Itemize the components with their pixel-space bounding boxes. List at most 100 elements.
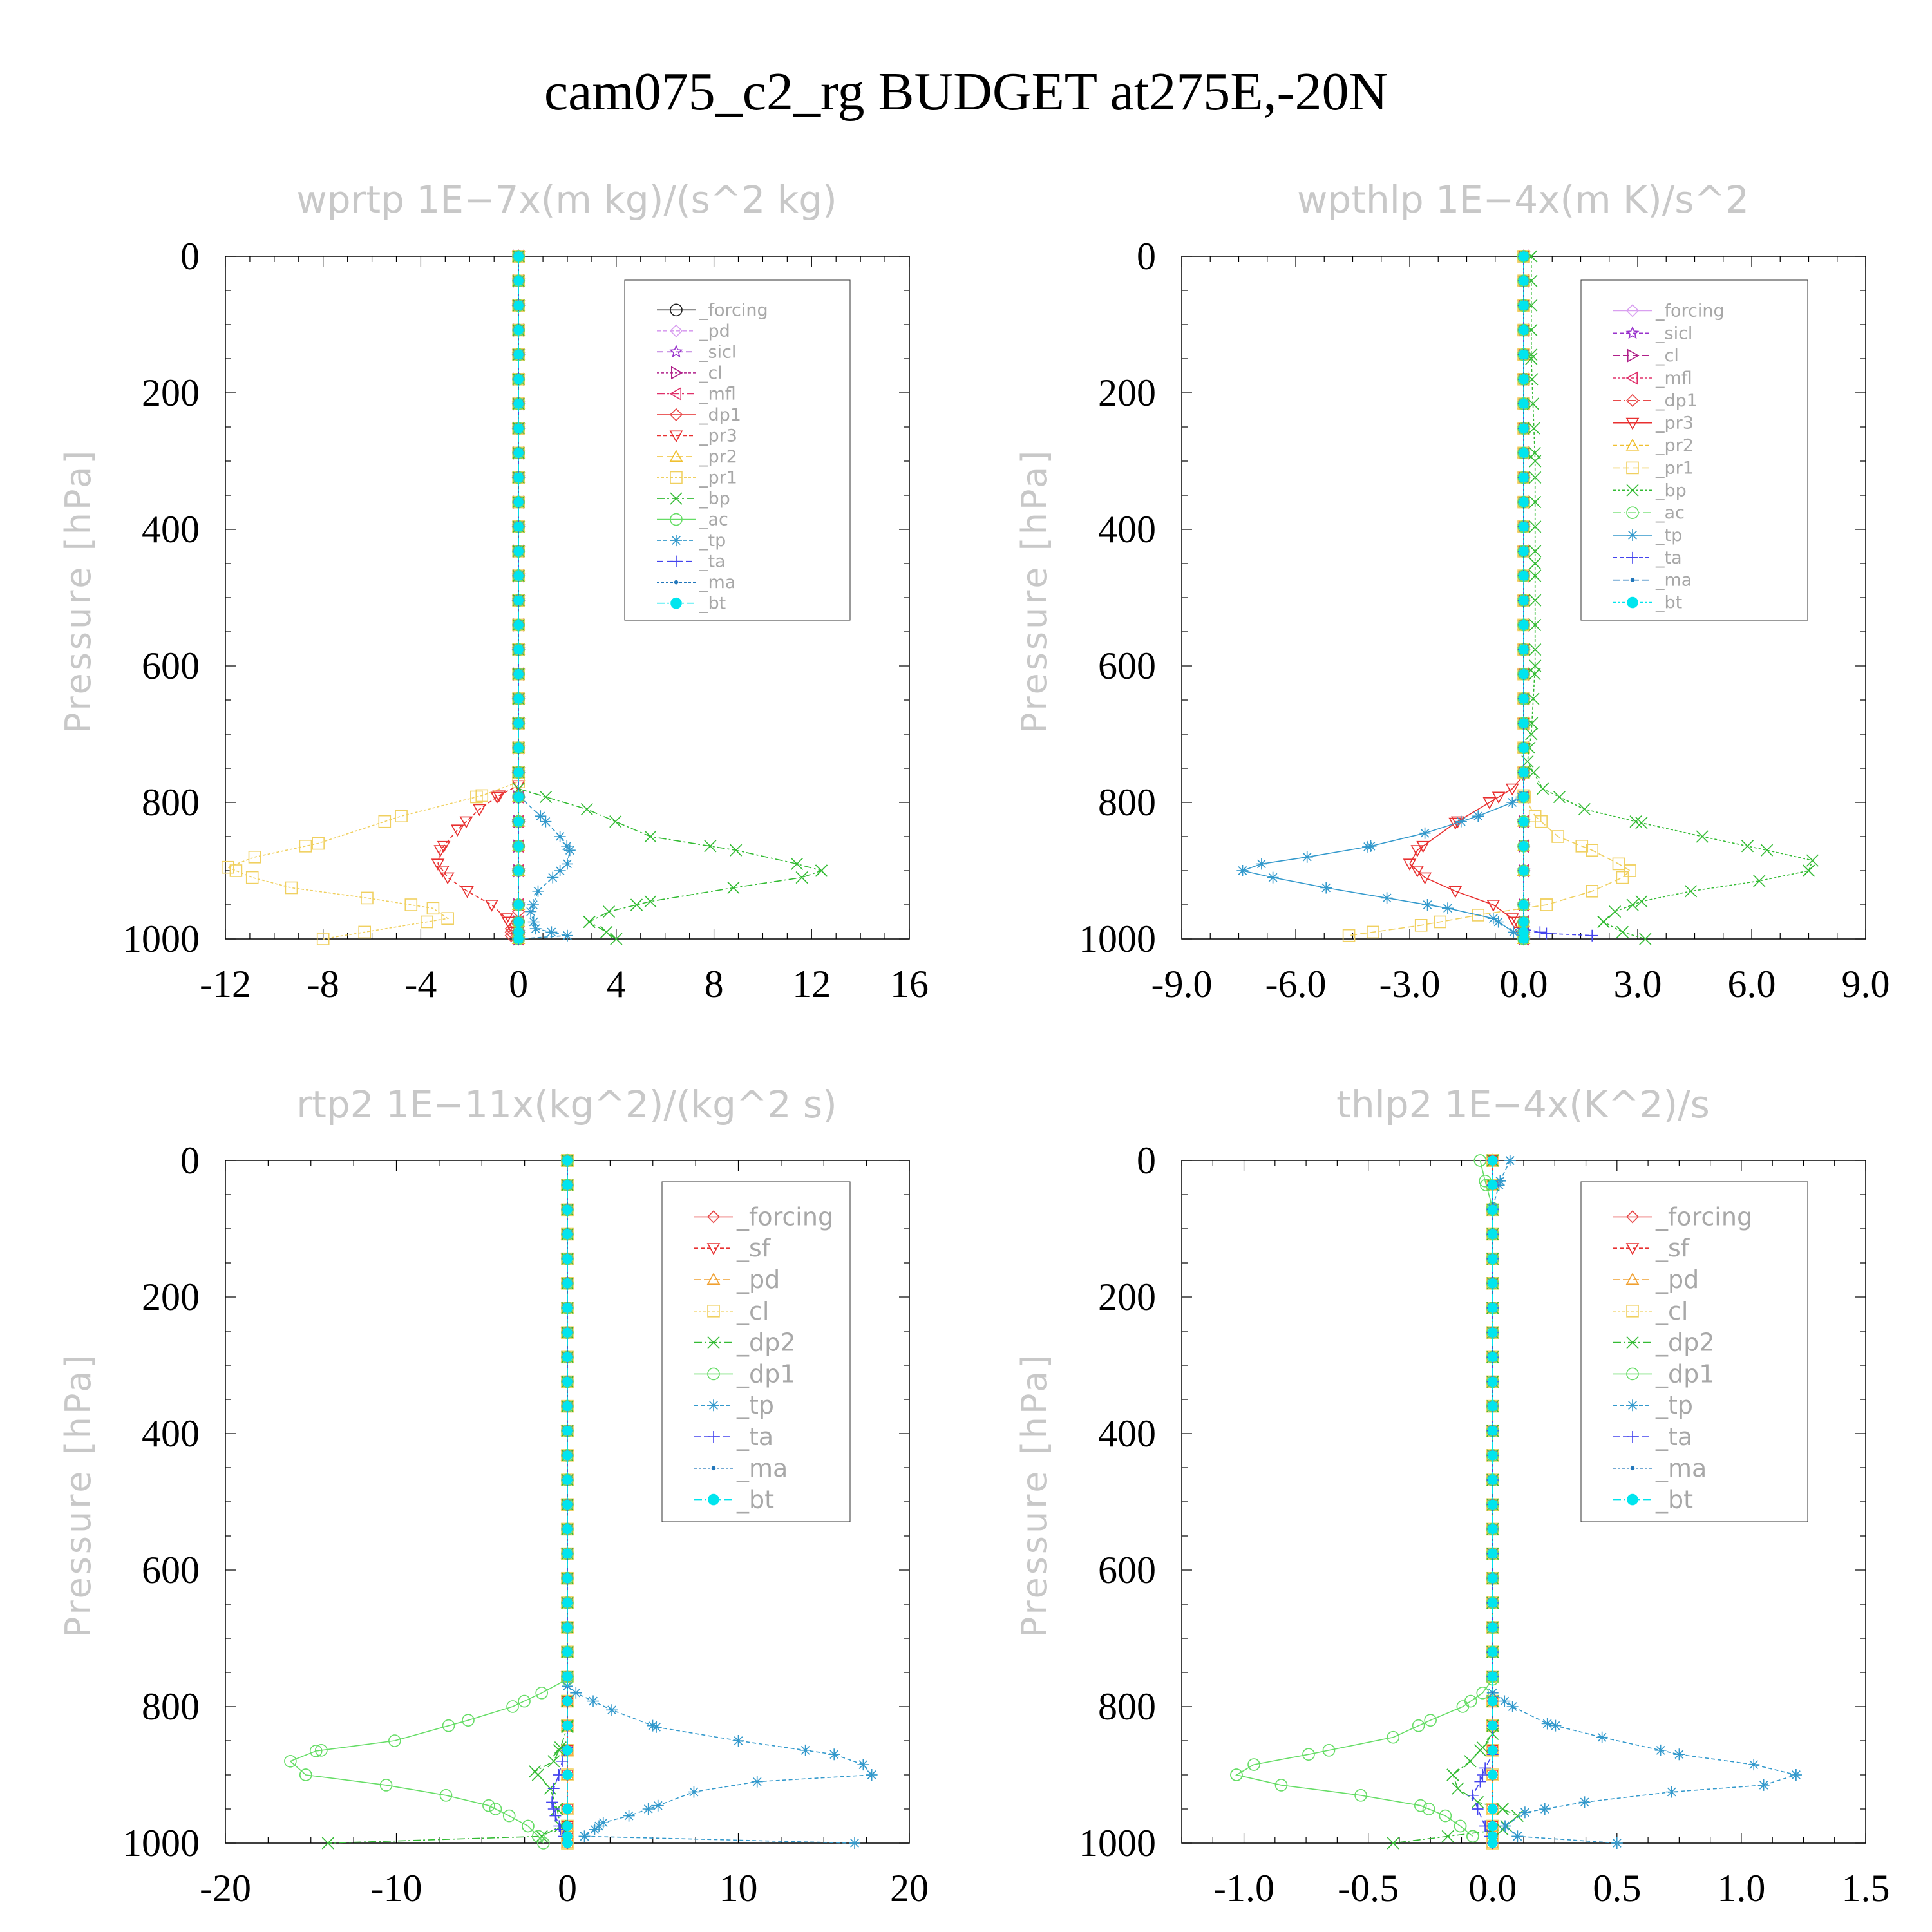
data-point: [578, 1830, 591, 1842]
data-point: [1519, 1806, 1531, 1819]
series-marker: [1528, 422, 1540, 435]
series-marker: [1519, 546, 1529, 556]
legend-label: _ac: [699, 510, 728, 530]
data-point: [688, 1786, 700, 1798]
series-line: [1408, 256, 1524, 940]
series-marker: [513, 620, 524, 630]
series-marker: [513, 571, 524, 581]
series-marker: [642, 1803, 654, 1815]
series-marker: [513, 595, 524, 606]
data-point: [1611, 1837, 1623, 1849]
series-marker: [1508, 926, 1520, 938]
x-tick-label: 1.5: [1842, 1867, 1890, 1909]
data-point: [1639, 933, 1652, 945]
legend-label: _ma: [699, 573, 735, 592]
x-tick-label: 0.0: [1468, 1867, 1517, 1909]
data-point: [1635, 817, 1648, 829]
x-tick-label: 9.0: [1842, 963, 1890, 1005]
series-marker: [1519, 694, 1529, 704]
series-marker: [562, 1180, 573, 1190]
legend-label: _bt: [1655, 1486, 1693, 1514]
legend-label: _dp1: [699, 405, 741, 425]
legend-marker: [1627, 1431, 1638, 1443]
legend-marker: [707, 1336, 720, 1349]
data-point: [790, 857, 804, 870]
legend-label: _bt: [736, 1486, 774, 1514]
series-marker: [1487, 1524, 1498, 1535]
legend-label: _cl: [736, 1297, 769, 1325]
series-marker: [1365, 840, 1377, 852]
series-marker: [1519, 916, 1529, 927]
series-marker: [1487, 1804, 1498, 1814]
y-tick-label: 400: [142, 1412, 200, 1455]
x-tick-label: 1.0: [1717, 1867, 1765, 1909]
data-point: [388, 1734, 401, 1747]
legend-label: _ma: [1655, 1454, 1707, 1482]
data-point: [513, 934, 524, 944]
series-marker: [1519, 300, 1529, 311]
data-point: [1456, 1700, 1470, 1713]
series-marker: [436, 866, 450, 878]
series-marker: [1527, 692, 1540, 705]
figure-title: cam075_c2_rg BUDGET at275E,-20N: [544, 62, 1388, 122]
legend-label: _sf: [736, 1234, 772, 1262]
data-point: [482, 1799, 495, 1812]
legend-marker: [1626, 1367, 1639, 1381]
data-point: [1540, 898, 1553, 911]
data-point: [580, 803, 593, 816]
legend-marker: [1627, 1493, 1638, 1506]
legend-marker: [671, 366, 683, 380]
data-point: [1616, 871, 1629, 884]
legend-label: _pr3: [1655, 413, 1694, 433]
series-marker: [609, 815, 622, 828]
legend-label: _cl: [1655, 1297, 1688, 1325]
chart-panel: thlp2 1E−4x(K^2)/s Pressure [hPa] 0 200 400 6…: [1014, 1083, 1890, 1909]
legend-label: _tp: [699, 531, 726, 551]
legend-label: _bt: [1655, 593, 1682, 613]
series-marker: [562, 1278, 573, 1289]
data-point: [1790, 1769, 1802, 1781]
series-marker: [1534, 926, 1546, 938]
data-point: [395, 810, 408, 822]
series-marker: [1499, 1695, 1511, 1707]
series-marker: [1487, 1573, 1498, 1584]
legend-marker: [708, 1431, 719, 1443]
data-point: [1612, 857, 1625, 871]
data-point: [513, 251, 524, 261]
series-marker: [562, 1720, 573, 1731]
y-tick-label: 600: [1098, 645, 1156, 687]
legend-box: [1580, 279, 1808, 621]
legend-marker: [1627, 348, 1640, 363]
series-marker: [513, 399, 524, 409]
data-point: [849, 1837, 861, 1849]
legend-marker: [1625, 371, 1638, 385]
data-point: [528, 1765, 542, 1778]
legend-label: _dp1: [736, 1359, 795, 1388]
series-marker: [1519, 595, 1529, 606]
series-marker: [1487, 1303, 1498, 1313]
data-point: [1511, 1830, 1524, 1842]
legend-label: _pr3: [699, 426, 737, 446]
data-point: [1454, 1819, 1467, 1833]
series-marker: [562, 1696, 573, 1707]
data-point: [1301, 851, 1313, 863]
series-marker: [545, 926, 558, 938]
legend-marker: [1625, 417, 1640, 430]
data-point: [221, 860, 234, 874]
series-marker: [553, 1744, 565, 1757]
series-marker: [513, 841, 524, 851]
series-marker: [1519, 521, 1529, 532]
series-marker: [562, 1303, 573, 1313]
data-point: [522, 1819, 535, 1833]
y-tick-label: 400: [1098, 508, 1156, 551]
series-marker: [513, 816, 524, 827]
data-point: [1635, 895, 1648, 908]
series-marker: [513, 374, 524, 384]
x-tick-label: 12: [792, 963, 831, 1005]
series-line: [328, 1160, 568, 1844]
legend-marker: [670, 555, 682, 567]
series-marker: [1487, 1647, 1498, 1657]
legend-marker: [1626, 484, 1639, 497]
legend-marker: [1627, 1399, 1638, 1412]
data-point: [564, 844, 576, 857]
